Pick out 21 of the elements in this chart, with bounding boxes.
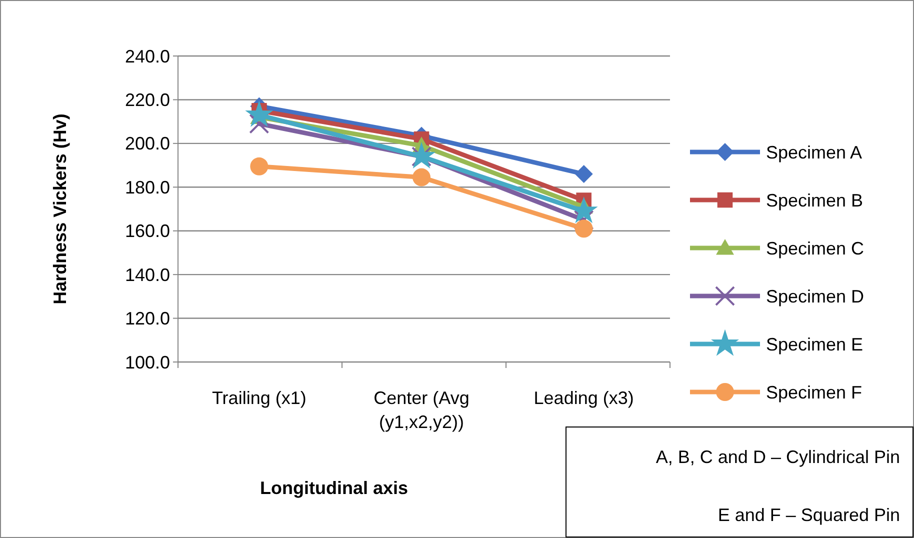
y-tick-label: 240.0 [124,46,170,66]
legend-label: Specimen D [766,286,864,306]
legend-label: Specimen E [766,334,864,354]
legend-label: Specimen F [766,382,862,402]
legend-label: Specimen B [766,190,864,210]
y-tick-label: 120.0 [124,308,170,329]
y-tick-label: 140.0 [124,264,170,285]
y-tick-label: 100.0 [124,352,170,372]
legend-label: Specimen A [766,142,862,162]
y-axis-title: Hardness Vickers (Hv) [50,114,70,304]
legend-label: Specimen C [766,238,864,258]
y-tick-label: 160.0 [124,221,170,242]
text: A, B, C and D – Cylindrical Pin [656,447,900,467]
text: E and F – Squared Pin [718,505,900,525]
x-tick-label: Center (Avg (y1,x2,y2)) [374,388,470,432]
x-axis-title: Longitudinal axis [260,478,408,498]
y-tick-label: 180.0 [124,177,170,198]
y-tick-label: 200.0 [124,134,170,154]
x-tick-label: Trailing (x1) [212,388,306,408]
x-tick-label: Leading (x3) [534,388,634,408]
y-tick-label: 220.0 [124,90,170,110]
